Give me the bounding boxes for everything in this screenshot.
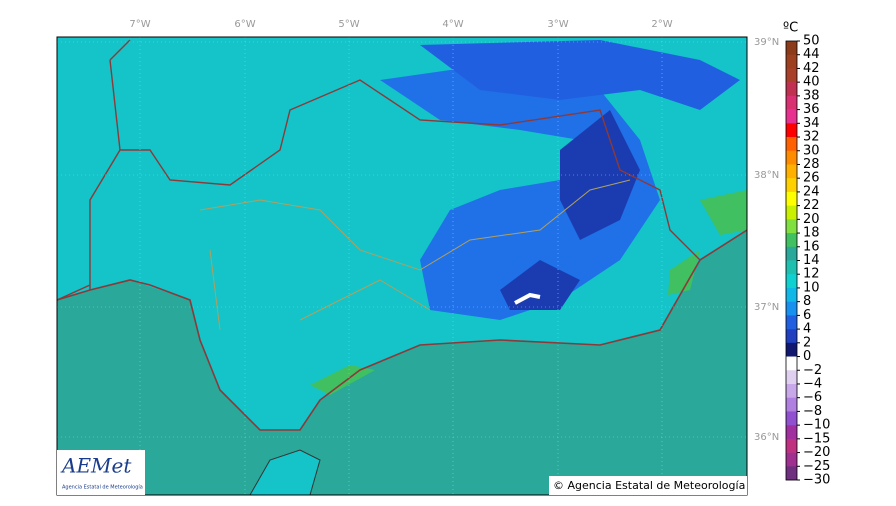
colorbar-segment	[786, 287, 797, 302]
lat-label: 38°N	[754, 170, 779, 181]
colorbar-label: 38	[803, 88, 820, 103]
colorbar-segment	[786, 438, 797, 453]
colorbar-label: −4	[803, 376, 822, 391]
lon-label: 7°W	[129, 19, 150, 30]
graticule: 7°W 6°W 5°W 4°W 3°W 2°W 39°N 38°N 37°N 36°N	[57, 19, 779, 495]
colorbar-segment	[786, 205, 797, 220]
colorbar-segment	[786, 191, 797, 206]
colorbar-label: −2	[803, 363, 822, 378]
colorbar-label: −8	[803, 404, 822, 419]
colorbar-label: 40	[803, 75, 820, 90]
colorbar-segment	[786, 150, 797, 165]
map-area	[57, 37, 747, 495]
colorbar-segment	[786, 356, 797, 371]
colorbar-label: 8	[803, 294, 811, 309]
very-cold-region	[560, 110, 640, 240]
colorbar-segment	[786, 315, 797, 330]
province-border	[199, 179, 631, 331]
colorbar-segment	[786, 233, 797, 248]
colorbar-label: 18	[803, 226, 820, 241]
snow-patch	[514, 292, 541, 305]
africa-coast	[249, 449, 321, 495]
colorbar-label: 28	[803, 157, 820, 172]
cold-region	[380, 60, 660, 320]
colorbar-segment	[786, 301, 797, 316]
colorbar-label: 10	[803, 280, 820, 295]
lon-label: 2°W	[651, 19, 672, 30]
colorbar-segment	[786, 452, 797, 467]
logo-title: AEMet	[60, 454, 132, 478]
colorbar-segment	[786, 260, 797, 275]
colorbar-segment	[786, 95, 797, 110]
warm-region	[700, 190, 747, 235]
warm-region	[310, 365, 375, 395]
colorbar-label: 30	[803, 143, 820, 158]
colorbar-label: 32	[803, 130, 820, 145]
colorbar-label: 2	[803, 335, 811, 350]
colorbar-segment	[786, 274, 797, 289]
colorbar-label: 34	[803, 116, 820, 131]
colorbar-label: −20	[803, 445, 830, 460]
colorbar-label: 24	[803, 184, 820, 199]
lon-label: 6°W	[234, 19, 255, 30]
colorbar-label: 16	[803, 239, 820, 254]
warm-region	[668, 250, 700, 295]
lat-label: 36°N	[754, 432, 779, 443]
lat-label: 37°N	[754, 302, 779, 313]
colorbar-segment	[786, 425, 797, 440]
colorbar-label: 44	[803, 47, 820, 62]
logo-subtitle: Agencia Estatal de Meteorología	[62, 484, 143, 491]
map-frame	[56, 36, 748, 496]
copyright-box	[549, 476, 747, 495]
colorbar-label: 14	[803, 253, 820, 268]
colorbar-label: −30	[803, 473, 830, 488]
colorbar-segment	[786, 109, 797, 124]
colorbar-segment	[786, 411, 797, 426]
colorbar-segment	[786, 82, 797, 97]
colorbar-label: 36	[803, 102, 820, 117]
colorbar-segment	[786, 397, 797, 412]
colorbar-label: 0	[803, 349, 811, 364]
colorbar-label: 4	[803, 322, 811, 337]
colorbar-segment	[786, 219, 797, 234]
copyright: © Agencia Estatal de Meteorología	[553, 479, 745, 492]
colorbar-label: 20	[803, 212, 820, 227]
lat-label: 39°N	[754, 37, 779, 48]
colorbar-unit: ºC	[783, 21, 798, 36]
colorbar-label: 42	[803, 61, 820, 76]
coastline	[57, 229, 747, 431]
colorbar-segment	[786, 178, 797, 193]
lon-label: 5°W	[338, 19, 359, 30]
cold-region	[420, 40, 740, 110]
colorbar-segment	[786, 54, 797, 69]
colorbar-segment	[786, 123, 797, 138]
colorbar-label: −25	[803, 459, 830, 474]
colorbar-segment	[786, 164, 797, 179]
colorbar-label: 26	[803, 171, 820, 186]
colorbar-label: −10	[803, 418, 830, 433]
colorbar-label: 50	[803, 34, 820, 49]
colorbar-label: −6	[803, 390, 822, 405]
colorbar-segment	[786, 137, 797, 152]
colorbar-segment	[786, 466, 797, 481]
colorbar-label: 6	[803, 308, 811, 323]
lon-label: 3°W	[547, 19, 568, 30]
colorbar-segment	[786, 383, 797, 398]
colorbar-segment	[786, 41, 797, 56]
logo-box	[57, 450, 145, 495]
lon-label: 4°W	[442, 19, 463, 30]
very-cold-region	[500, 260, 580, 310]
colorbar-label: −15	[803, 431, 830, 446]
colorbar-label: 22	[803, 198, 820, 213]
colorbar: 5044424038363432302826242220181614121086…	[785, 34, 830, 488]
colorbar-segment	[786, 342, 797, 357]
border	[57, 39, 701, 301]
colorbar-label: 12	[803, 267, 820, 282]
colorbar-segment	[786, 329, 797, 344]
colorbar-segment	[786, 68, 797, 83]
colorbar-segment	[786, 246, 797, 261]
colorbar-segment	[786, 370, 797, 385]
